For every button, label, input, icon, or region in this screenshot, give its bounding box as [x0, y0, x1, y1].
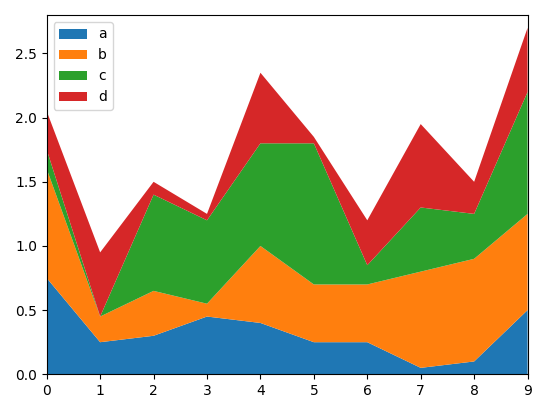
- Legend: a, b, c, d: a, b, c, d: [54, 22, 113, 110]
